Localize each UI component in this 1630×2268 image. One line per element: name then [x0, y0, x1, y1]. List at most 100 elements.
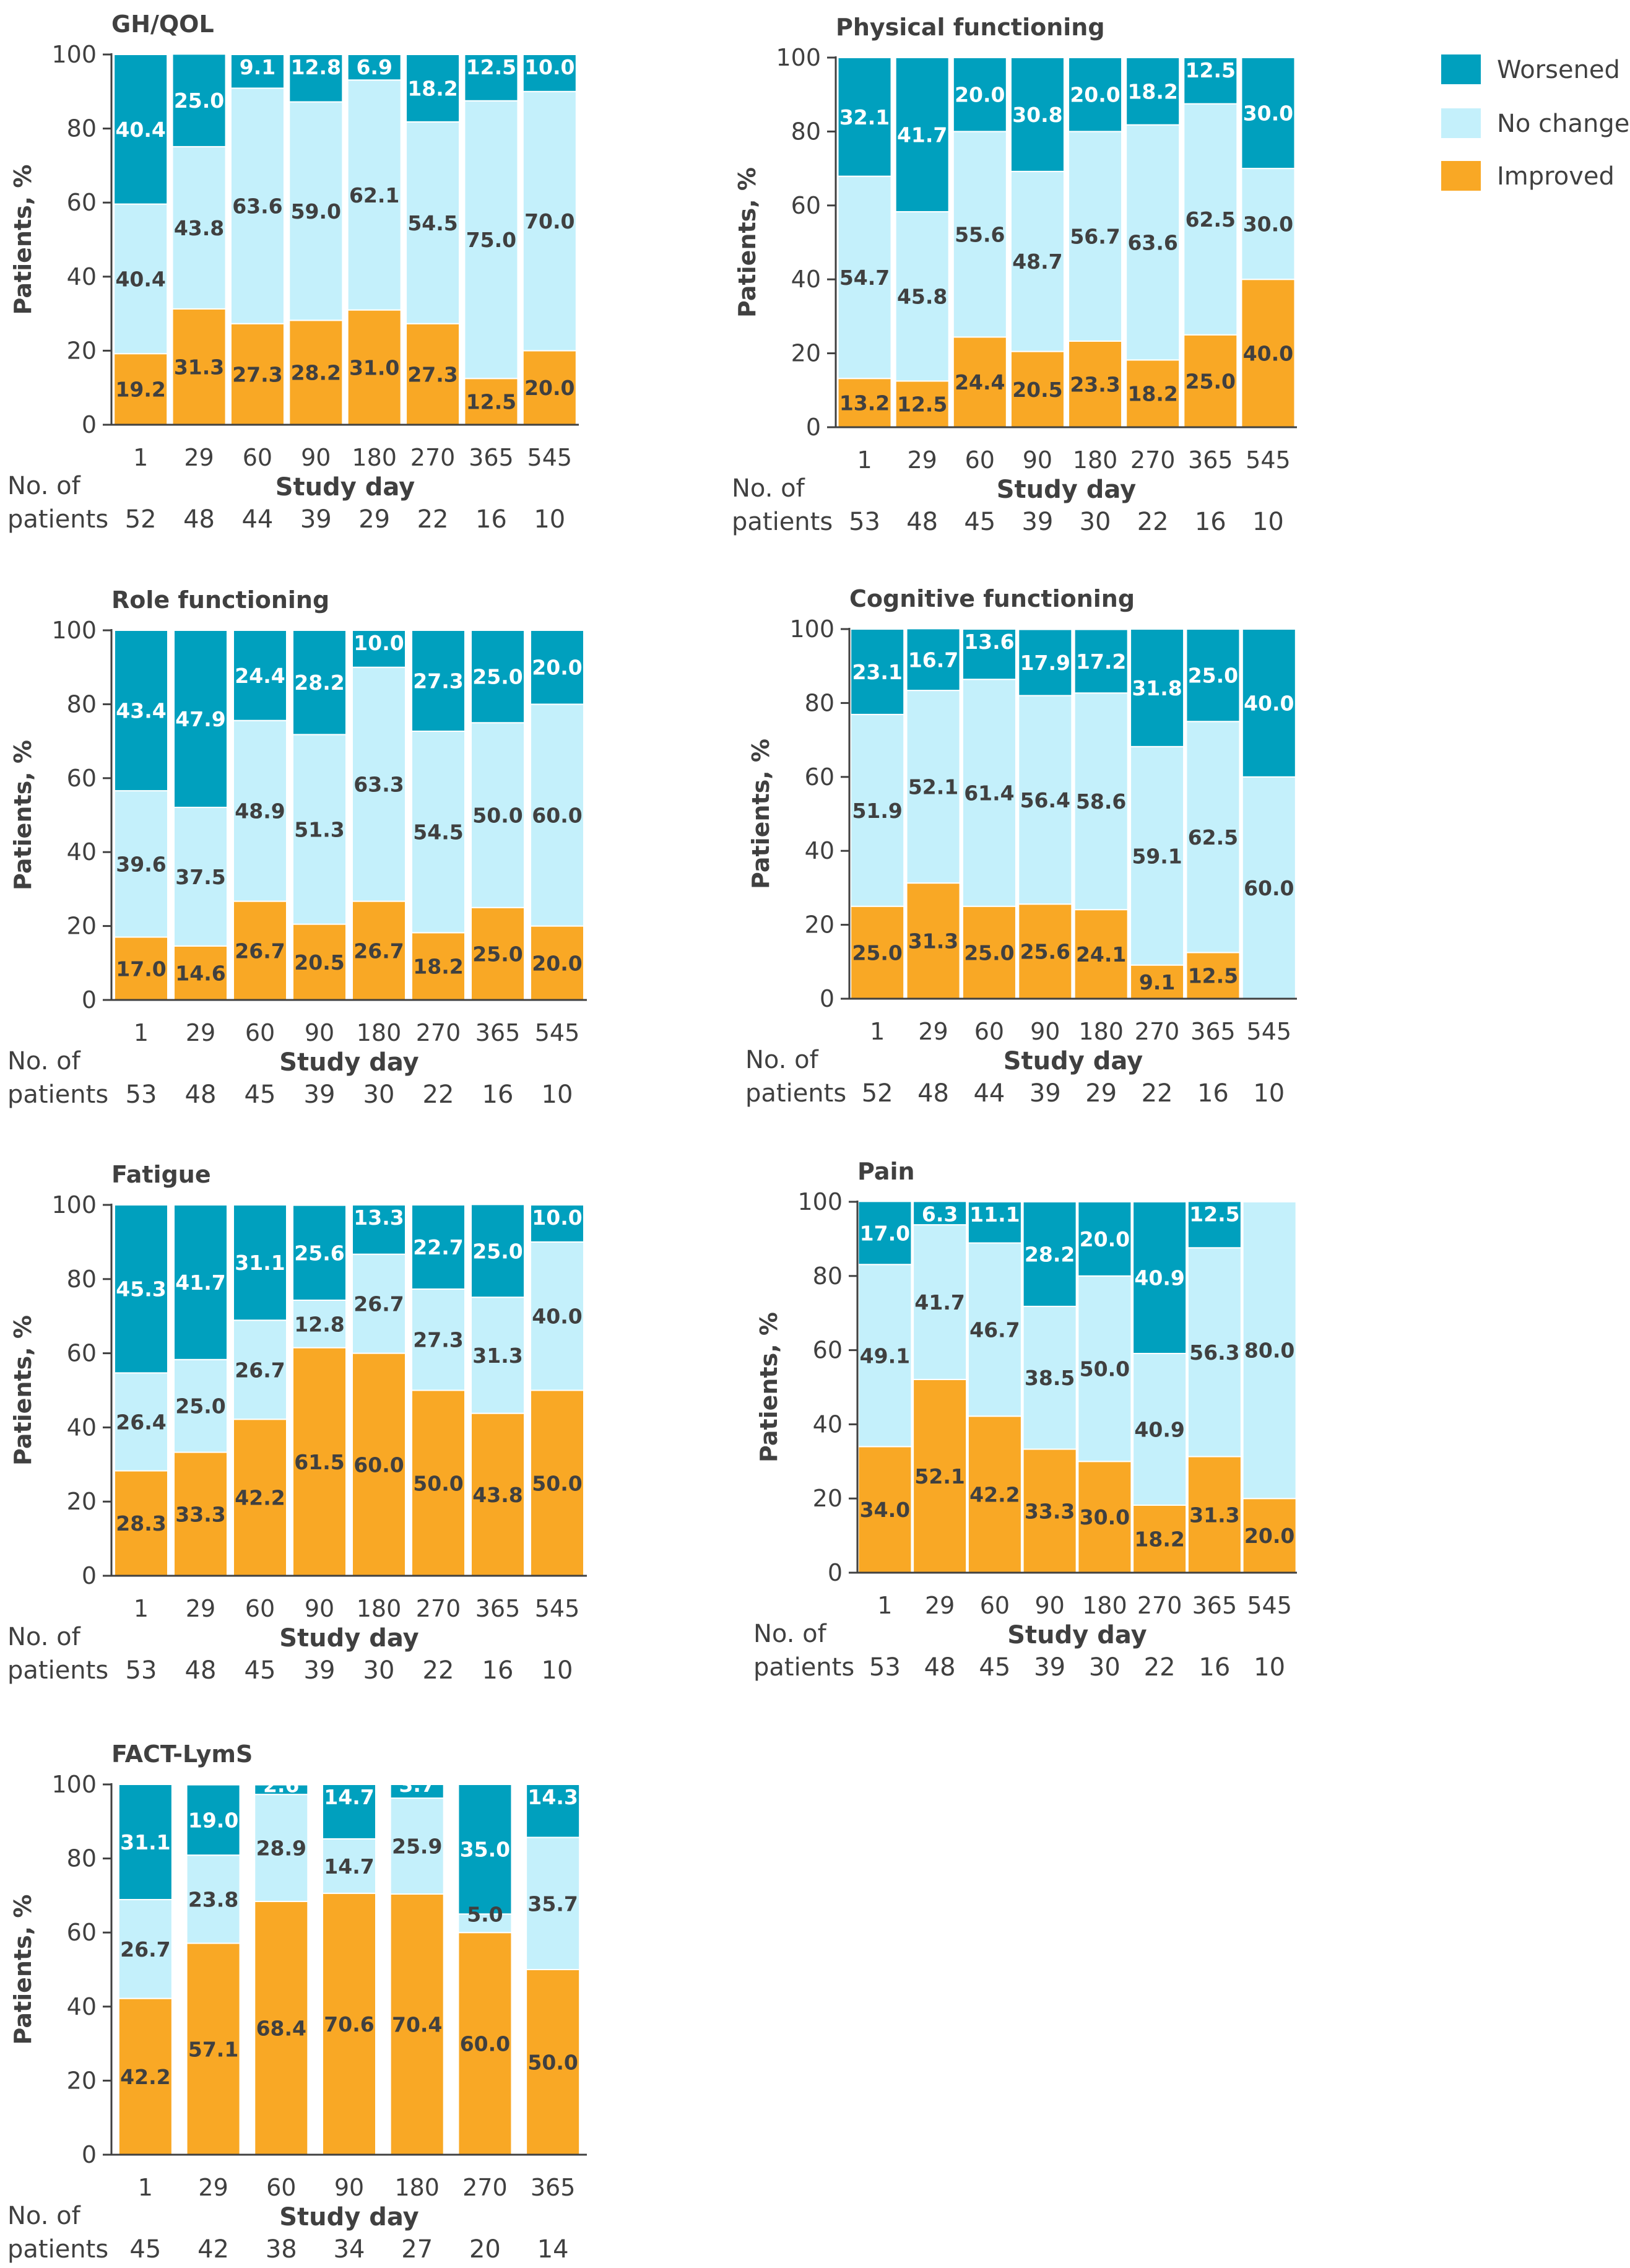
- x-tick-label: 1: [857, 446, 872, 474]
- bar-segment-worsened: [1068, 57, 1123, 133]
- data-label-worsened: 47.9: [175, 707, 225, 731]
- n-patients-value: 22: [417, 505, 449, 534]
- data-label-worsened: 17.9: [1020, 651, 1070, 675]
- bar-segment-worsened: [470, 1204, 525, 1298]
- bar-segment-worsened: [233, 1204, 287, 1321]
- data-label-worsened: 25.0: [1188, 664, 1238, 688]
- data-label-improved: 33.3: [175, 1502, 225, 1526]
- y-tick-label: 20: [791, 340, 821, 367]
- y-tick-label: 20: [67, 337, 97, 364]
- x-tick-label: 1: [134, 1595, 149, 1622]
- bar-segment-no-change: [230, 87, 285, 324]
- data-label-no-change: 56.4: [1020, 788, 1070, 812]
- bar-segment-worsened: [173, 1204, 228, 1360]
- bar-segment-no-change: [233, 719, 287, 902]
- data-label-no-change: 26.7: [120, 1937, 170, 1962]
- data-label-improved: 12.5: [466, 390, 516, 414]
- y-tick-label: 0: [82, 1562, 97, 1589]
- data-label-no-change: 38.5: [1025, 1366, 1075, 1390]
- bar-segment-worsened: [1183, 57, 1238, 105]
- data-label-worsened: 40.9: [1134, 1266, 1184, 1290]
- n-patients-value: 34: [334, 2235, 365, 2264]
- bar-segment-worsened: [1010, 57, 1065, 172]
- data-label-improved: 31.0: [349, 355, 399, 380]
- x-tick-label: 545: [1247, 1018, 1292, 1045]
- chart-panel-6: Pain Patients, % 0 20 40 60 80 100 34.0 49.1 17.0 5…: [753, 1158, 1297, 1682]
- bar-segment-improved: [1077, 1461, 1132, 1574]
- n-patients-value: 45: [245, 1656, 276, 1685]
- y-tick-label: 80: [67, 1845, 97, 1872]
- data-label-no-change: 41.7: [914, 1290, 965, 1314]
- x-axis-label: Study day: [1007, 1621, 1147, 1649]
- data-label-improved: 40.0: [1243, 342, 1293, 366]
- x-tick-label: 545: [1247, 1592, 1292, 1619]
- data-label-improved: 43.8: [472, 1483, 522, 1507]
- legend-swatch-worsened: [1441, 54, 1481, 84]
- n-patients-value: 39: [1034, 1653, 1065, 1682]
- data-label-worsened: 27.3: [413, 669, 463, 693]
- x-axis-label: Study day: [1004, 1047, 1143, 1075]
- data-label-worsened: 30.0: [1243, 102, 1293, 126]
- bar-segment-no-change: [173, 1358, 228, 1453]
- bar-segment-worsened: [352, 630, 406, 668]
- bar-segment-worsened: [1186, 628, 1241, 723]
- bar-segment-no-change: [913, 1224, 968, 1380]
- bar-segment-no-change: [347, 79, 402, 311]
- n-patients-label-line1: No. of: [732, 474, 805, 503]
- bar-segment-improved: [254, 1900, 309, 2156]
- x-tick-label: 180: [357, 1019, 402, 1046]
- bar-segment-worsened: [522, 54, 577, 92]
- bar-segment-worsened: [961, 628, 1017, 680]
- n-patients-value: 38: [266, 2235, 297, 2264]
- bar-segment-no-change: [292, 734, 347, 925]
- data-label-improved: 70.6: [324, 2012, 374, 2036]
- data-label-worsened: 41.7: [175, 1271, 225, 1295]
- n-patients-value: 48: [906, 508, 938, 536]
- data-label-no-change: 27.3: [413, 1328, 463, 1352]
- y-axis-label: Patients, %: [9, 740, 37, 890]
- data-label-no-change: 63.3: [353, 773, 404, 797]
- data-label-worsened: 18.2: [407, 76, 457, 100]
- bar-segment-improved: [1018, 903, 1073, 999]
- y-tick-label: 0: [806, 414, 821, 441]
- bar-segment-worsened: [857, 1201, 913, 1266]
- x-tick-label: 270: [416, 1595, 461, 1622]
- data-label-no-change: 12.8: [294, 1312, 344, 1336]
- data-label-improved: 25.6: [1020, 940, 1070, 964]
- data-label-no-change: 80.0: [1244, 1339, 1294, 1363]
- data-label-worsened: 11.1: [969, 1202, 1020, 1227]
- data-label-worsened: 18.2: [1127, 79, 1177, 103]
- n-patients-label-line1: No. of: [753, 1620, 827, 1648]
- data-label-improved: 34.0: [860, 1498, 910, 1522]
- data-label-worsened: 43.4: [116, 699, 166, 723]
- y-tick-label: 20: [67, 913, 97, 940]
- data-label-worsened: 9.1: [240, 55, 275, 79]
- data-label-no-change: 40.9: [1134, 1417, 1184, 1441]
- bar-segment-no-change: [522, 90, 577, 352]
- bar-segment-worsened: [233, 630, 287, 721]
- chart-panel-7: FACT-LymS Patients, % 0 20 40 60 80 100 42.2 26.7…: [7, 1740, 587, 2264]
- data-label-worsened: 16.7: [908, 648, 958, 672]
- chart-panel-3: Role functioning Patients, % 0 20 40 60 80 100 1…: [7, 586, 587, 1109]
- data-label-worsened: 2.6: [263, 1773, 299, 1797]
- bar-segment-no-change: [1010, 170, 1065, 352]
- data-label-worsened: 14.7: [324, 1785, 374, 1809]
- x-tick-label: 29: [184, 444, 214, 471]
- bar-segment-no-change: [322, 1838, 376, 1894]
- y-tick-label: 0: [82, 986, 97, 1014]
- bar-segment-worsened: [114, 1204, 168, 1374]
- data-label-no-change: 54.7: [839, 266, 890, 290]
- data-label-worsened: 10.0: [524, 55, 574, 79]
- data-label-worsened: 12.8: [291, 55, 341, 79]
- bar-segment-no-change: [171, 146, 227, 310]
- data-label-improved: 50.0: [532, 1471, 582, 1495]
- y-tick-label: 60: [791, 192, 821, 219]
- data-label-worsened: 6.3: [922, 1202, 958, 1226]
- bar-segment-no-change: [1187, 1247, 1242, 1458]
- data-label-no-change: 5.0: [467, 1902, 503, 1926]
- n-patients-value: 53: [869, 1653, 901, 1682]
- data-label-improved: 20.5: [1012, 378, 1062, 402]
- x-tick-label: 29: [198, 2174, 228, 2201]
- data-label-no-change: 40.4: [115, 267, 165, 291]
- chart-title: FACT-LymS: [111, 1740, 253, 1768]
